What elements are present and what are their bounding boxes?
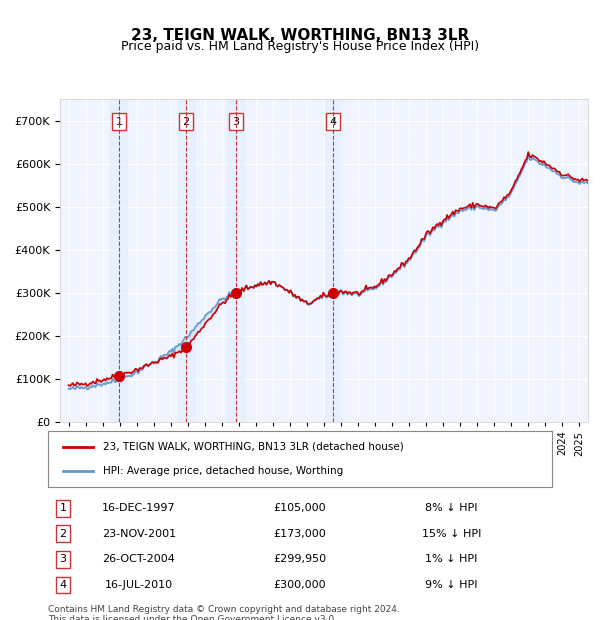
Text: 16-JUL-2010: 16-JUL-2010	[104, 580, 173, 590]
Bar	[178, 99, 194, 422]
Bar	[227, 99, 244, 422]
Text: HPI: Average price, detached house, Worthing: HPI: Average price, detached house, Wort…	[103, 466, 344, 476]
Text: 23, TEIGN WALK, WORTHING, BN13 3LR: 23, TEIGN WALK, WORTHING, BN13 3LR	[131, 28, 469, 43]
Text: Price paid vs. HM Land Registry's House Price Index (HPI): Price paid vs. HM Land Registry's House …	[121, 40, 479, 53]
Text: £299,950: £299,950	[274, 554, 326, 564]
Text: £173,000: £173,000	[274, 529, 326, 539]
Text: 15% ↓ HPI: 15% ↓ HPI	[422, 529, 481, 539]
Text: £300,000: £300,000	[274, 580, 326, 590]
Text: 4: 4	[59, 580, 67, 590]
Text: 2: 2	[59, 529, 67, 539]
Text: 8% ↓ HPI: 8% ↓ HPI	[425, 503, 478, 513]
Text: 2: 2	[182, 117, 190, 126]
Text: 23, TEIGN WALK, WORTHING, BN13 3LR (detached house): 23, TEIGN WALK, WORTHING, BN13 3LR (deta…	[103, 441, 404, 451]
Text: £105,000: £105,000	[274, 503, 326, 513]
Text: 1% ↓ HPI: 1% ↓ HPI	[425, 554, 478, 564]
Text: 9% ↓ HPI: 9% ↓ HPI	[425, 580, 478, 590]
Text: 3: 3	[59, 554, 67, 564]
Text: 1: 1	[115, 117, 122, 126]
Text: 4: 4	[329, 117, 337, 126]
Text: Contains HM Land Registry data © Crown copyright and database right 2024.
This d: Contains HM Land Registry data © Crown c…	[48, 604, 400, 620]
Text: 3: 3	[232, 117, 239, 126]
Text: 23-NOV-2001: 23-NOV-2001	[101, 529, 176, 539]
Bar	[110, 99, 127, 422]
Text: 26-OCT-2004: 26-OCT-2004	[102, 554, 175, 564]
Text: 1: 1	[59, 503, 67, 513]
Bar	[325, 99, 342, 422]
Text: 16-DEC-1997: 16-DEC-1997	[102, 503, 176, 513]
